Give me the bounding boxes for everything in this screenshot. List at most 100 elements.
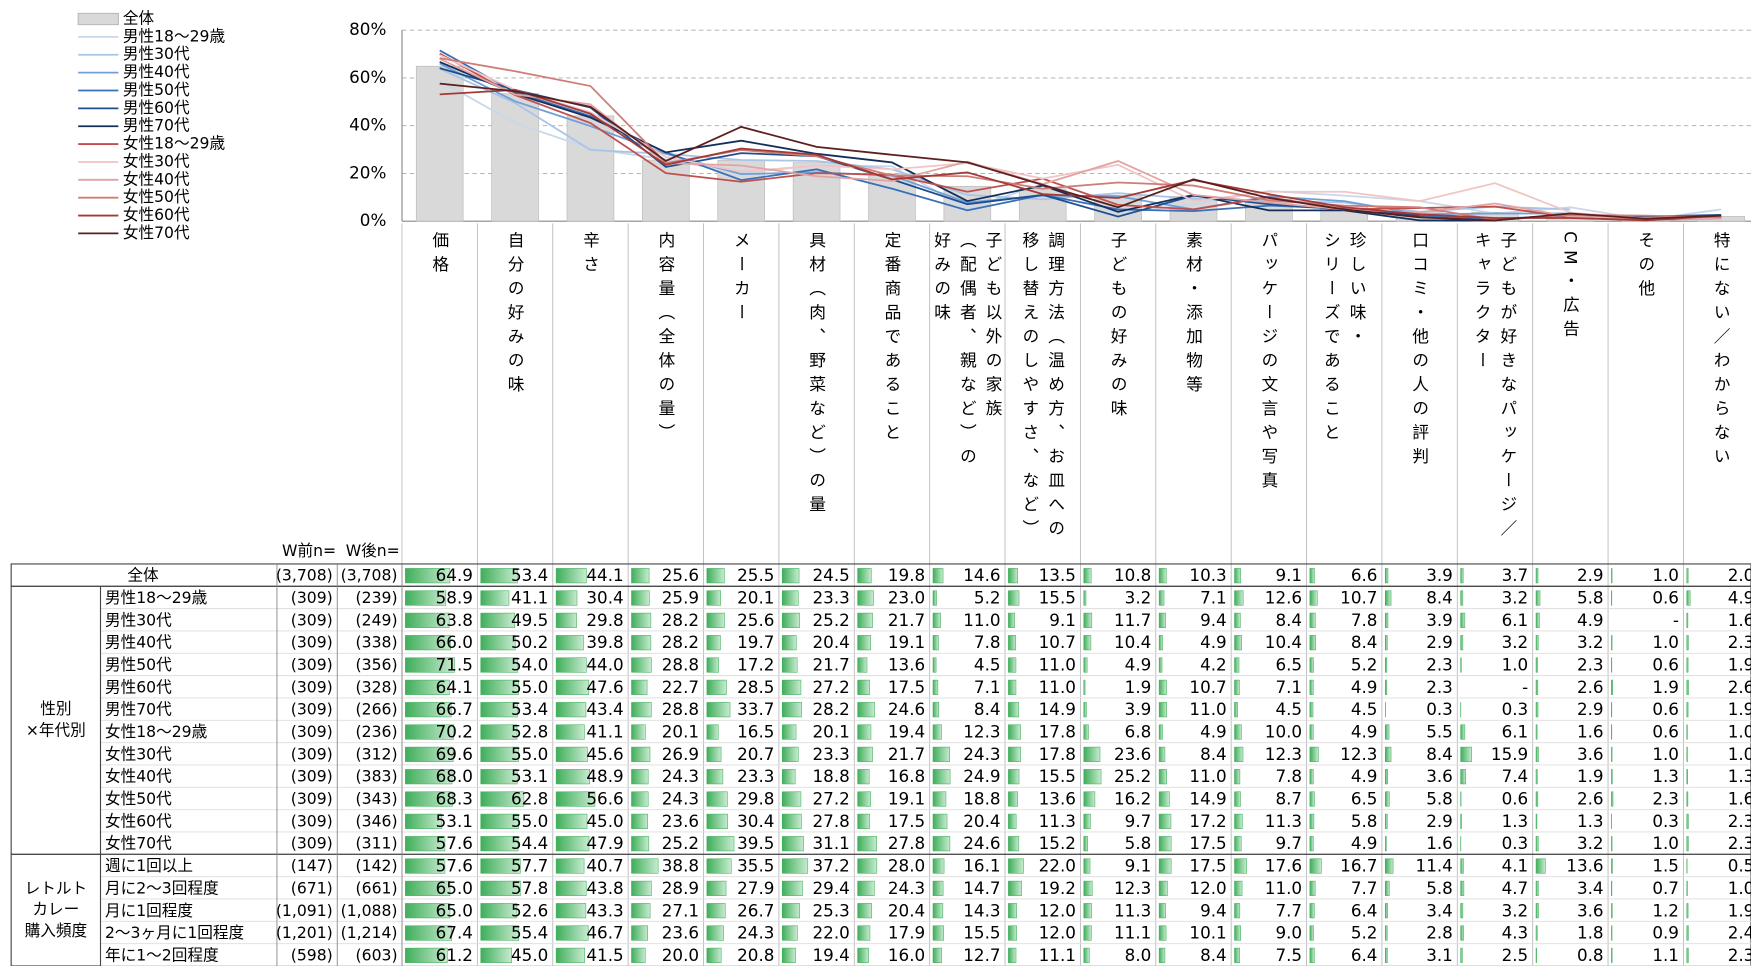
cell-value: 0.6 — [1502, 789, 1529, 809]
cell-bar — [555, 657, 587, 673]
cell-value: 23.6 — [662, 923, 699, 943]
cell-bar — [555, 925, 589, 941]
cell-bar — [857, 702, 875, 718]
cell-bar — [857, 947, 869, 963]
cell-bar — [1083, 568, 1092, 584]
cell-bar — [1309, 590, 1318, 606]
cell-value: 15.5 — [1039, 766, 1076, 786]
cell-bar — [1535, 858, 1546, 874]
cell-value: 10.4 — [1265, 632, 1302, 652]
cell-bar — [405, 657, 455, 673]
cell-bar — [631, 746, 651, 762]
column-header: シリーズであること — [1321, 231, 1341, 447]
cell-value: 1.3 — [1502, 811, 1529, 831]
cell-value: 52.6 — [511, 900, 548, 920]
bar — [415, 65, 464, 222]
cell-bar — [1158, 702, 1167, 718]
cell-value: 10.1 — [1189, 923, 1226, 943]
cell-value: 65.0 — [436, 878, 473, 898]
cell-value: 57.6 — [436, 856, 473, 876]
cell-value: 41.1 — [511, 588, 548, 608]
cell-bar — [1384, 791, 1390, 807]
cell-bar — [480, 947, 512, 963]
cell-value: 7.8 — [1351, 610, 1378, 630]
column-header: （配偶者、親など）の — [957, 231, 977, 471]
cell-bar — [1234, 836, 1242, 852]
n-value: (309) — [291, 767, 333, 786]
cell-value: 20.1 — [737, 588, 774, 608]
cell-value: 6.5 — [1351, 789, 1378, 809]
cell-value: 23.6 — [1114, 744, 1151, 764]
cell-value: 9.1 — [1275, 565, 1302, 585]
cell-bar — [1234, 590, 1244, 606]
cell-bar — [480, 635, 516, 651]
cell-value: 6.5 — [1275, 655, 1302, 675]
cell-value: 14.9 — [1039, 699, 1076, 719]
cell-value: 3.6 — [1426, 766, 1453, 786]
cell-value: 1.0 — [1728, 722, 1751, 742]
cell-value: 22.0 — [1039, 856, 1076, 876]
cell-bar — [555, 746, 588, 762]
cell-bar — [1309, 746, 1319, 762]
cell-value: 46.7 — [586, 923, 623, 943]
cell-bar — [1611, 903, 1613, 919]
cell-value: 30.4 — [737, 811, 774, 831]
cell-value: 3.2 — [1502, 900, 1529, 920]
n-value: (142) — [356, 856, 398, 875]
cell-value: 0.5 — [1728, 856, 1751, 876]
row-label: 女性60代 — [105, 811, 172, 830]
cell-bar — [706, 657, 719, 673]
cell-value: 19.1 — [888, 632, 925, 652]
cell-value: 25.2 — [813, 610, 850, 630]
cell-bar — [706, 724, 719, 740]
n-value: (1,214) — [341, 923, 398, 942]
cell-value: 2.6 — [1577, 789, 1604, 809]
cell-value: 27.1 — [662, 900, 699, 920]
cell-value: 27.2 — [813, 789, 850, 809]
cell-bar — [1460, 769, 1467, 785]
cell-value: 10.8 — [1114, 565, 1151, 585]
cell-bar — [1384, 903, 1388, 919]
cell-bar — [1083, 791, 1096, 807]
n-value: (309) — [291, 722, 333, 741]
n-value: (598) — [291, 945, 333, 964]
cell-value: 47.9 — [586, 833, 623, 853]
row-label: 女性50代 — [105, 789, 172, 808]
cell-value: 2.3 — [1728, 833, 1751, 853]
cell-value: 53.1 — [511, 766, 548, 786]
cell-value: 7.7 — [1351, 878, 1378, 898]
cell-bar — [1686, 769, 1688, 785]
cell-bar — [781, 657, 798, 673]
cell-value: 4.3 — [1502, 923, 1529, 943]
cell-bar — [706, 635, 721, 651]
cell-value: 19.2 — [1039, 878, 1076, 898]
cell-value: 54.0 — [511, 655, 548, 675]
cell-bar — [631, 947, 646, 963]
cell-value: 3.2 — [1502, 632, 1529, 652]
cell-bar — [1309, 657, 1314, 673]
cell-value: 23.6 — [662, 811, 699, 831]
cell-bar — [1384, 880, 1390, 896]
cell-bar — [1686, 836, 1689, 852]
cell-value: 1.0 — [1652, 744, 1679, 764]
cell-value: 9.7 — [1275, 833, 1302, 853]
cell-bar — [1083, 724, 1089, 740]
cell-bar — [405, 947, 448, 963]
cell-bar — [1008, 903, 1017, 919]
cell-value: 4.9 — [1125, 655, 1152, 675]
cell-value: 21.7 — [888, 744, 925, 764]
cell-bar — [480, 769, 518, 785]
cell-value: 17.8 — [1039, 744, 1076, 764]
cell-value: 26.7 — [737, 900, 774, 920]
cell-value: 25.3 — [813, 900, 850, 920]
cell-bar — [1008, 813, 1017, 829]
cell-bar — [781, 880, 803, 896]
cell-value: 2.9 — [1426, 632, 1453, 652]
cell-bar — [1083, 947, 1090, 963]
cell-bar — [405, 925, 452, 941]
cell-bar — [405, 813, 443, 829]
cell-value: 41.5 — [586, 945, 623, 965]
cell-bar — [1083, 590, 1087, 606]
cell-bar — [405, 612, 450, 628]
cell-value: 8.4 — [1275, 610, 1302, 630]
